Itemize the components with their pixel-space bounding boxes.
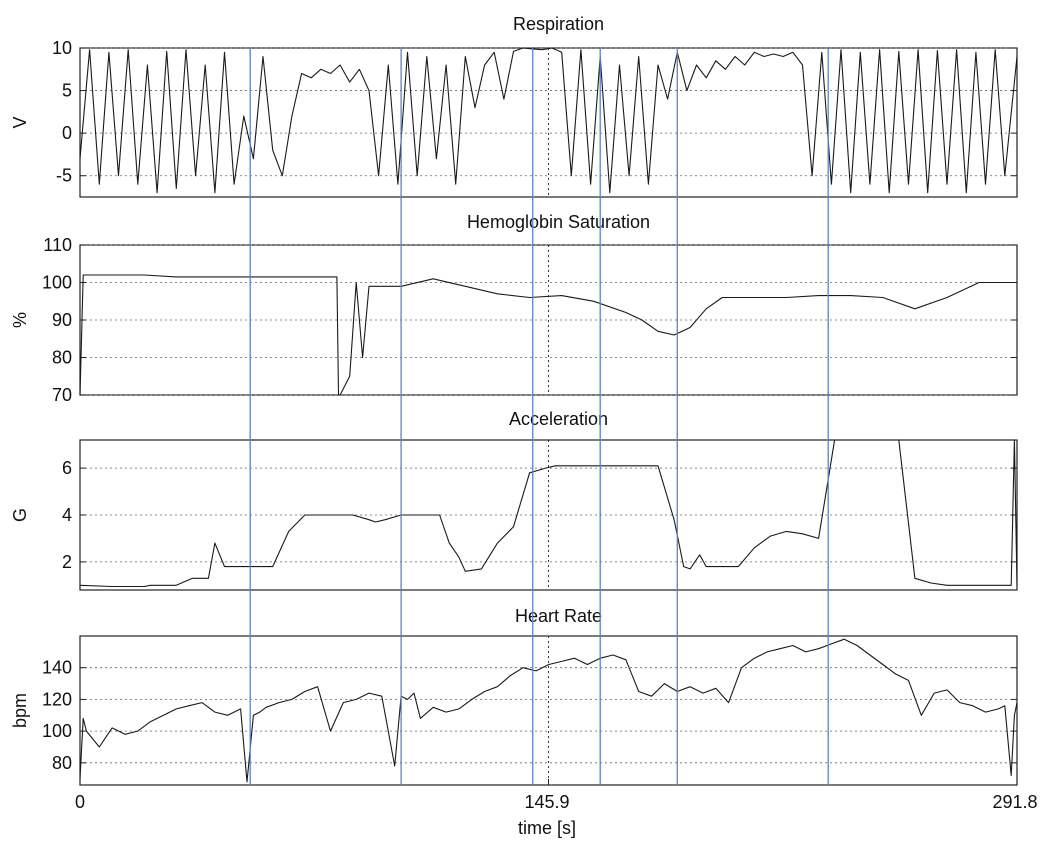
panel-title: Hemoglobin Saturation [467, 212, 650, 232]
y-axis-label: V [10, 116, 30, 128]
x-tick-label-2: 291.8 [992, 792, 1037, 812]
panel-3: 140 120 100 80 Heart Rate bpm [10, 606, 1018, 786]
panel-1: 110 100 90 80 70 Hemoglobin Saturation% [10, 212, 1018, 405]
y-tick-label: 6 [62, 458, 72, 478]
y-axis-label: bpm [10, 693, 30, 728]
x-axis: 0 145.9 291.8 time [s] [75, 792, 1038, 838]
y-axis-label: % [10, 312, 30, 328]
y-tick-label: 120 [42, 689, 72, 709]
series-line-0 [79, 439, 1018, 588]
series-line-0 [79, 274, 1017, 396]
series-line-0 [79, 638, 1018, 783]
y-tick-label: 10 [52, 38, 72, 58]
y-tick-label: 140 [42, 658, 72, 678]
y-tick-label: 0 [62, 123, 72, 143]
y-tick-label: 5 [62, 81, 72, 101]
y-tick-label: 110 [43, 235, 72, 255]
event-lines [79, 48, 1018, 785]
y-tick-label: 100 [42, 273, 72, 293]
y-tick-label: 70 [52, 385, 72, 405]
y-tick-label: -5 [56, 166, 72, 186]
x-tick-label-1: 145.9 [524, 792, 569, 812]
x-axis-label: time [s] [518, 818, 576, 838]
y-tick-label: 100 [42, 721, 72, 741]
series-line-0 [79, 47, 1018, 194]
panels: 10 5 0 -5 Respiration V 110 100 90 80 70 Hemoglobin… [10, 14, 1018, 786]
panel-title: Acceleration [509, 409, 608, 429]
y-tick-label: 80 [52, 753, 72, 773]
panel-2: 6 4 2 Acceleration G [10, 409, 1018, 591]
x-tick-label-0: 0 [75, 792, 85, 812]
y-axis-label: G [10, 508, 30, 522]
y-tick-label: 4 [62, 505, 72, 525]
y-tick-label: 80 [52, 348, 72, 368]
panel-0: 10 5 0 -5 Respiration V [10, 14, 1018, 198]
panel-title: Respiration [513, 14, 604, 34]
y-tick-label: 90 [52, 310, 72, 330]
y-tick-label: 2 [62, 552, 72, 572]
panel-title: Heart Rate [515, 606, 602, 626]
